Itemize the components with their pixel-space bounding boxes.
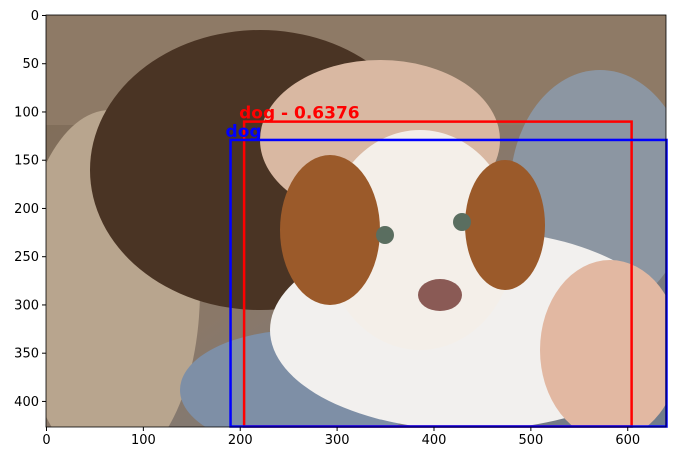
x-tick-label: 100 (131, 433, 156, 448)
x-tick-label: 0 (42, 433, 50, 448)
photo (46, 15, 666, 427)
y-tick-label: 250 (14, 250, 39, 265)
y-tick-label: 400 (14, 395, 39, 410)
y-tick-label: 300 (14, 298, 39, 313)
box-label: dog - 0.6376 (239, 104, 360, 124)
y-tick-label: 50 (22, 57, 39, 72)
x-tick-label: 300 (325, 433, 350, 448)
box-label: dog (226, 122, 262, 142)
y-tick-label: 350 (14, 347, 39, 362)
y-tick-label: 0 (31, 9, 39, 24)
y-tick-label: 200 (14, 202, 39, 217)
y-tick-label: 150 (14, 154, 39, 169)
x-tick-label: 500 (518, 433, 543, 448)
y-tick-label: 100 (14, 105, 39, 120)
axes-frame (45, 14, 667, 428)
bounding-box (229, 138, 668, 428)
x-tick-label: 600 (615, 433, 640, 448)
x-tick-label: 400 (422, 433, 447, 448)
x-tick-label: 200 (228, 433, 253, 448)
